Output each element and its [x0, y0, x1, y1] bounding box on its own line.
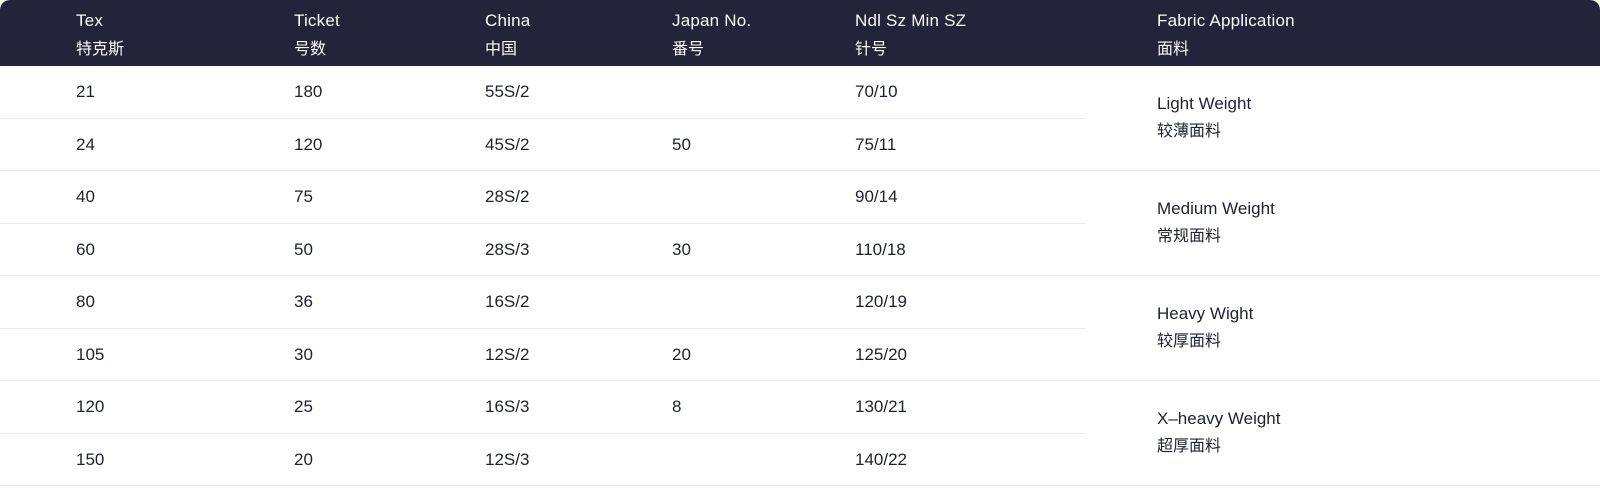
- table-header-row: Tex 特克斯 Ticket 号数 China 中国 Japan No. 番号 …: [0, 0, 1600, 66]
- table-row: 120 25 16S/3 8 130/21: [0, 381, 1085, 433]
- fabric-application-cell: Light Weight 较薄面料: [1085, 66, 1600, 170]
- cell-needle-size: 130/21: [855, 397, 907, 416]
- cell-ticket: 180: [294, 82, 323, 101]
- column-header-china: China 中国: [409, 0, 596, 66]
- cell-tex: 105: [76, 344, 105, 364]
- column-header-label-zh: 特克斯: [76, 41, 125, 58]
- table-row: 80 36 16S/2 120/19: [0, 276, 1085, 328]
- fabric-group-heavy-weight: 80 36 16S/2 120/19 105 30 12S/2 20 125/2…: [0, 275, 1600, 380]
- fabric-group-light-weight: 21 180 55S/2 70/10 24 120 45S/2 50 75/11…: [0, 66, 1600, 170]
- cell-tex: 24: [76, 134, 95, 154]
- cell-needle-size: 125/20: [855, 344, 907, 364]
- column-header-japan-no: Japan No. 番号: [596, 0, 779, 66]
- cell-tex: 40: [76, 187, 95, 206]
- fabric-group-x-heavy-weight: 120 25 16S/3 8 130/21 150 20 12S/3 140/2…: [0, 380, 1600, 485]
- fabric-label-zh: 常规面料: [1157, 228, 1222, 245]
- cell-needle-size: 75/11: [855, 134, 897, 154]
- fabric-application-cell: X–heavy Weight 超厚面料: [1085, 381, 1600, 485]
- column-header-needle-size: Ndl Sz Min SZ 针号: [779, 0, 1085, 66]
- cell-tex: 21: [76, 82, 95, 101]
- column-header-label-en: Tex: [76, 11, 104, 30]
- group-rows: 40 75 28S/2 90/14 60 50 28S/3 30 110/18: [0, 171, 1085, 275]
- fabric-label-en: Light Weight: [1157, 94, 1252, 113]
- cell-tex: 60: [76, 239, 95, 259]
- cell-needle-size: 70/10: [855, 82, 898, 101]
- column-header-label-zh: 番号: [672, 41, 705, 58]
- cell-ticket: 75: [294, 187, 313, 206]
- cell-ticket: 20: [294, 449, 313, 469]
- column-header-label-en: Fabric Application: [1157, 11, 1295, 30]
- column-header-label-en: Ndl Sz Min SZ: [855, 11, 967, 30]
- cell-needle-size: 120/19: [855, 292, 907, 311]
- fabric-application-cell: Medium Weight 常规面料: [1085, 171, 1600, 275]
- cell-china: 28S/2: [485, 187, 530, 206]
- table-body: 21 180 55S/2 70/10 24 120 45S/2 50 75/11…: [0, 66, 1600, 486]
- fabric-group-medium-weight: 40 75 28S/2 90/14 60 50 28S/3 30 110/18 …: [0, 170, 1600, 275]
- group-rows: 21 180 55S/2 70/10 24 120 45S/2 50 75/11: [0, 66, 1085, 170]
- cell-japan-no: 20: [672, 344, 691, 364]
- cell-japan-no: 50: [672, 134, 691, 154]
- table-row: 60 50 28S/3 30 110/18: [0, 223, 1085, 275]
- column-header-ticket: Ticket 号数: [218, 0, 409, 66]
- column-header-label-en: Japan No.: [672, 11, 752, 30]
- group-rows: 80 36 16S/2 120/19 105 30 12S/2 20 125/2…: [0, 276, 1085, 380]
- cell-japan-no: 30: [672, 239, 691, 259]
- table-row: 105 30 12S/2 20 125/20: [0, 328, 1085, 380]
- cell-tex: 150: [76, 449, 105, 469]
- cell-needle-size: 90/14: [855, 187, 898, 206]
- cell-tex: 80: [76, 292, 95, 311]
- fabric-label-en: X–heavy Weight: [1157, 409, 1281, 428]
- cell-china: 16S/3: [485, 397, 530, 416]
- fabric-label-en: Heavy Wight: [1157, 304, 1254, 323]
- table-row: 150 20 12S/3 140/22: [0, 433, 1085, 485]
- column-header-label-en: Ticket: [294, 11, 340, 30]
- cell-china: 16S/2: [485, 292, 530, 311]
- cell-needle-size: 110/18: [855, 239, 906, 259]
- fabric-label-zh: 超厚面料: [1157, 438, 1222, 455]
- cell-ticket: 120: [294, 134, 323, 154]
- column-header-label-en: China: [485, 11, 531, 30]
- table-row: 40 75 28S/2 90/14: [0, 171, 1085, 223]
- cell-japan-no: 8: [672, 397, 682, 416]
- cell-china: 45S/2: [485, 134, 530, 154]
- group-rows: 120 25 16S/3 8 130/21 150 20 12S/3 140/2…: [0, 381, 1085, 485]
- fabric-label-en: Medium Weight: [1157, 199, 1275, 218]
- cell-china: 28S/3: [485, 239, 530, 259]
- table-row: 21 180 55S/2 70/10: [0, 66, 1085, 118]
- column-header-label-zh: 面料: [1157, 41, 1190, 58]
- cell-ticket: 36: [294, 292, 313, 311]
- cell-china: 12S/3: [485, 449, 530, 469]
- fabric-label-zh: 较薄面料: [1157, 123, 1222, 140]
- column-header-tex: Tex 特克斯: [0, 0, 218, 66]
- cell-china: 55S/2: [485, 82, 530, 101]
- cell-ticket: 50: [294, 239, 313, 259]
- cell-ticket: 30: [294, 344, 313, 364]
- fabric-label-zh: 较厚面料: [1157, 333, 1222, 350]
- column-header-fabric-application: Fabric Application 面料: [1085, 0, 1600, 66]
- cell-needle-size: 140/22: [855, 449, 907, 469]
- column-header-label-zh: 中国: [485, 41, 518, 58]
- table-row: 24 120 45S/2 50 75/11: [0, 118, 1085, 170]
- column-header-label-zh: 针号: [855, 41, 888, 58]
- cell-china: 12S/2: [485, 344, 530, 364]
- cell-tex: 120: [76, 397, 105, 416]
- cell-ticket: 25: [294, 397, 313, 416]
- column-header-label-zh: 号数: [294, 41, 327, 58]
- fabric-application-cell: Heavy Wight 较厚面料: [1085, 276, 1600, 380]
